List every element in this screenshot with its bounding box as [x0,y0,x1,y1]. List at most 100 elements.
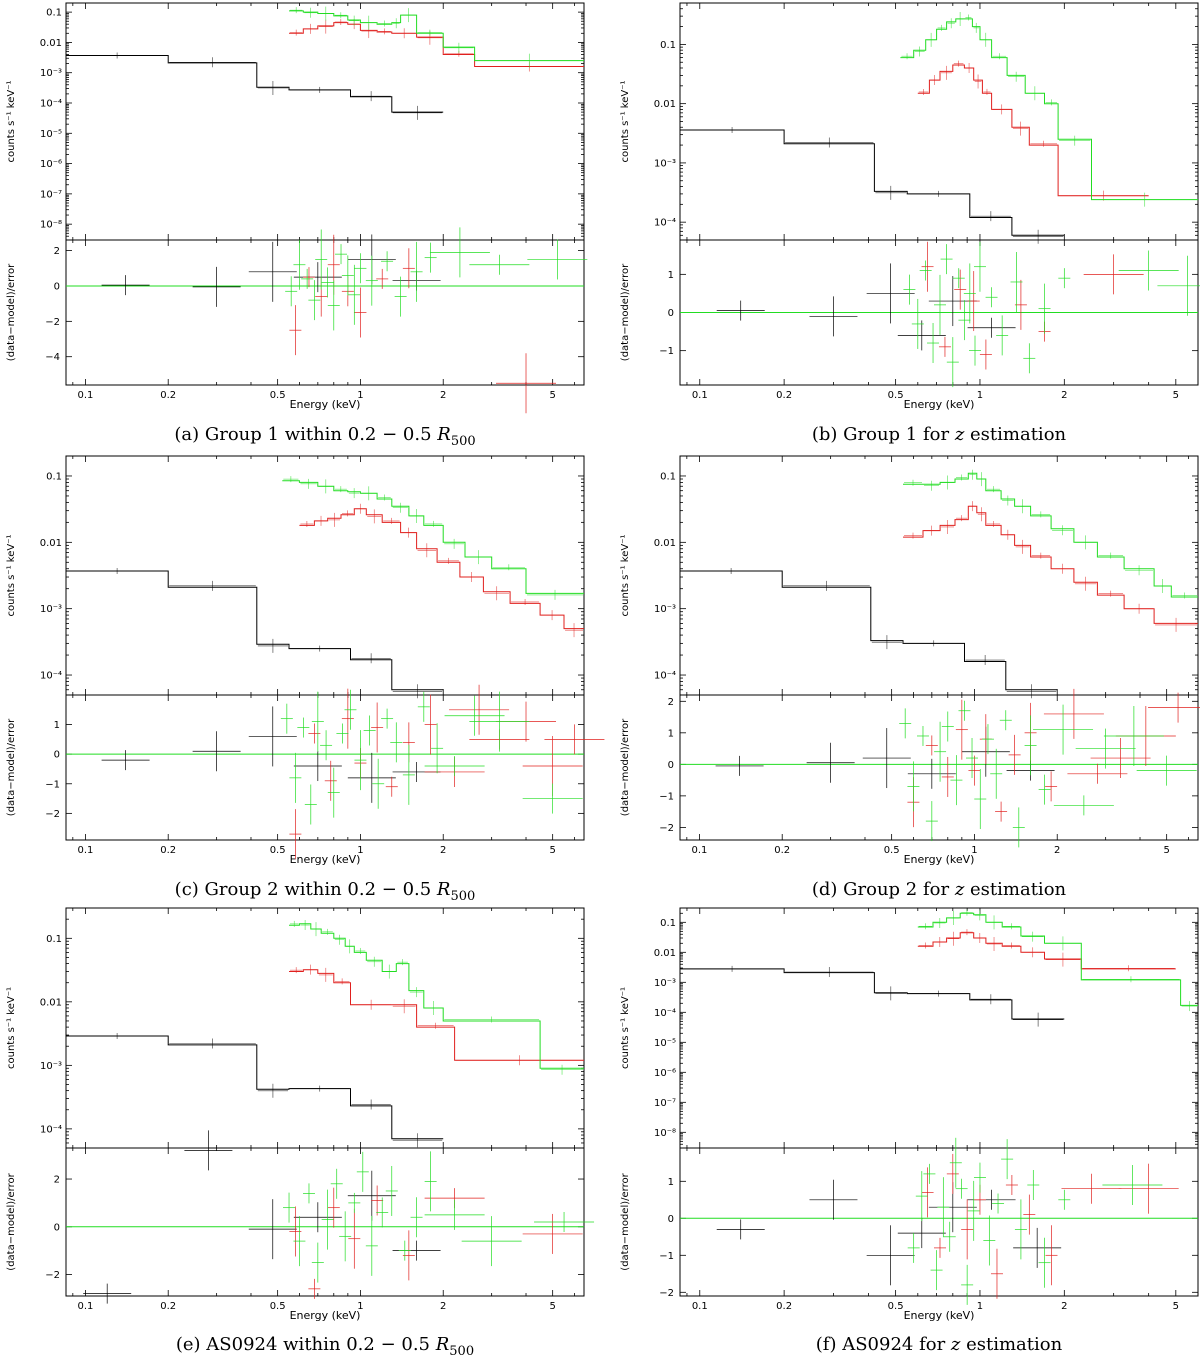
x-tick-label: 0.2 [776,1301,792,1312]
residual-tick-label: 2 [54,1175,60,1186]
y-tick-label: 10⁻³ [40,68,62,79]
chart-panel-3: 0.1 0.2 0.5 1 2 5 Energy (keV) 0.1 0.01 10⁻³ 10⁻⁴ c… [620,455,1200,900]
y-tick-label: 10⁻⁸ [654,1128,676,1139]
y-tick-label: 0.01 [40,38,62,49]
y-tick-label: 10⁻³ [654,604,676,615]
residual-panel-frame [65,239,585,386]
y-tick-label: 0.01 [654,99,676,110]
caption-text: (b) Group 1 for [812,424,955,445]
residual-panel-frame [65,1147,585,1297]
chart-panel-4: 0.1 0.2 0.5 1 2 5 Energy (keV) 0.1 0.01 10⁻³ 10⁻⁴ c… [6,907,595,1355]
y-axis-label: counts s⁻¹ keV⁻¹ [620,81,631,163]
x-tick-label: 0.5 [884,845,900,856]
residual-axis-label: (data−model)/error [620,263,631,361]
x-tick-label: 0.1 [691,845,707,856]
caption-text: (f) AS0924 for [816,1334,951,1355]
x-axis-label: Energy (keV) [904,398,975,411]
x-tick-label: 1 [971,845,977,856]
y-tick-label: 0.01 [654,948,676,959]
x-tick-label: 2 [1061,390,1067,401]
top-panel-frame [65,2,585,241]
x-axis-label: Energy (keV) [290,853,361,866]
x-tick-label: 0.1 [692,390,708,401]
top-panel-frame [65,907,585,1149]
caption-text: (c) Group 2 within 0.2 − 0.5 [175,879,437,900]
y-tick-label: 10⁻³ [654,978,676,989]
residual-tick-label: −1 [45,779,60,790]
x-axis-label: Energy (keV) [290,1309,361,1322]
residual-tick-label: −2 [45,317,60,328]
residual-tick-label: 0 [54,281,60,292]
residual-tick-label: 0 [668,1214,674,1225]
caption-text: (a) Group 1 within 0.2 − 0.5 [174,424,437,445]
residual-tick-label: −1 [659,791,674,802]
panel-caption: (e) AS0924 within 0.2 − 0.5 R500 [176,1334,474,1355]
residual-axis-label: (data−model)/error [6,1172,17,1270]
y-tick-label: 10⁻⁵ [40,129,62,140]
y-tick-label: 10⁻⁴ [654,671,676,682]
panel-caption: (c) Group 2 within 0.2 − 0.5 R500 [175,879,476,904]
model-line-green [289,923,584,1069]
residual-panel-frame [679,694,1199,841]
caption-symbol: R [436,879,451,900]
x-tick-label: 1 [977,390,983,401]
x-tick-label: 0.2 [160,1301,176,1312]
x-tick-label: 2 [440,390,446,401]
residual-tick-label: −4 [45,352,60,363]
x-tick-label: 2 [1054,845,1060,856]
residual-tick-label: −2 [45,1270,60,1281]
top-panel-frame [679,2,1199,241]
x-tick-label: 0.2 [776,390,792,401]
residual-tick-label: 0 [668,760,674,771]
y-tick-label: 10⁻⁴ [654,218,676,229]
y-tick-label: 10⁻⁴ [40,98,62,109]
caption-suffix: estimation [964,879,1066,900]
residual-tick-label: 2 [668,697,674,708]
x-tick-label: 0.5 [888,390,904,401]
y-tick-label: 10⁻³ [40,604,62,615]
x-tick-label: 0.2 [160,390,176,401]
residual-tick-label: −2 [659,1288,674,1299]
residual-tick-label: 1 [668,270,674,281]
y-tick-label: 10⁻⁴ [654,1008,676,1019]
panel-caption: (b) Group 1 for z estimation [812,424,1067,445]
caption-text: (d) Group 2 for [812,879,955,900]
residual-panel-frame [65,694,585,841]
top-panel-frame [679,907,1199,1149]
x-tick-label: 1 [977,1301,983,1312]
chart-panel-0: 0.1 0.2 0.5 1 2 5 Energy (keV) 0.1 0.01 10⁻³ 10⁻⁴ 1… [6,2,588,449]
caption-suffix: estimation [960,1334,1062,1355]
y-tick-label: 10⁻⁷ [40,189,62,200]
x-tick-label: 0.2 [160,845,176,856]
x-tick-label: 1 [357,390,363,401]
residual-axis-label: (data−model)/error [6,263,17,361]
model-line-red [299,508,584,630]
caption-symbol: z [954,424,965,445]
model-line-red [917,932,1176,970]
model-line-black [66,1035,444,1140]
y-axis-label: counts s⁻¹ keV⁻¹ [6,987,17,1069]
residual-axis-label: (data−model)/error [620,718,631,816]
residual-axis-label: (data−model)/error [6,718,17,816]
model-line-black [66,570,444,691]
caption-symbol: z [954,879,965,900]
x-tick-label: 1 [357,845,363,856]
x-tick-label: 0.5 [888,1301,904,1312]
model-line-black [680,129,1065,236]
x-tick-label: 5 [1163,845,1169,856]
residual-tick-label: −1 [659,1251,674,1262]
x-tick-label: 5 [1173,1301,1179,1312]
y-tick-label: 0.1 [660,471,676,482]
chart-panel-1: 0.1 0.2 0.5 1 2 5 Energy (keV) 0.1 0.01 10⁻³ 10⁻⁴ c… [620,2,1200,445]
residual-tick-label: −2 [45,809,60,820]
residual-tick-label: −2 [659,823,674,834]
caption-symbol: z [950,1334,961,1355]
x-tick-label: 0.1 [692,1301,708,1312]
x-tick-label: 5 [549,1301,555,1312]
model-line-black [66,55,444,113]
y-axis-label: counts s⁻¹ keV⁻¹ [6,81,17,163]
caption-subscript: 500 [451,434,476,449]
y-tick-label: 10⁻⁷ [654,1098,676,1109]
y-tick-label: 0.1 [660,918,676,929]
y-tick-label: 10⁻⁶ [40,159,62,170]
